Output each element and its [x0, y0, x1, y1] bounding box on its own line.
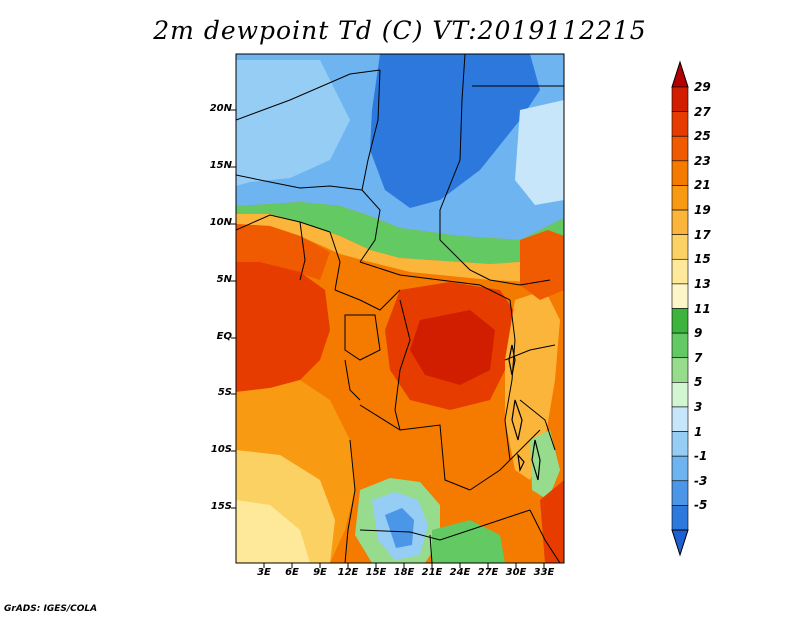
- colorbar-segment: [671, 505, 689, 531]
- y-label-eq: EQ: [216, 331, 232, 342]
- x-label-3e: 3E: [257, 567, 271, 578]
- y-label-10n: 10N: [209, 217, 232, 228]
- grads-credit: GrADS: IGES/COLA: [4, 604, 98, 614]
- colorbar-segment: [671, 308, 689, 334]
- colorbar-label: 13: [694, 276, 711, 291]
- colorbar-segment: [671, 234, 689, 260]
- colorbar-label: 17: [694, 227, 711, 242]
- y-label-5n: 5N: [216, 274, 232, 285]
- x-label-9e: 9E: [313, 567, 327, 578]
- y-ticks: [231, 109, 236, 509]
- field-south-deepblue: [385, 508, 414, 548]
- field-sahel-yellow: [236, 214, 564, 282]
- colorbar-label: 21: [694, 178, 711, 193]
- colorbar-label: 19: [694, 203, 711, 218]
- y-label-15s: 15S: [210, 501, 232, 512]
- y-label-15n: 15N: [209, 160, 232, 171]
- colorbar-label: 7: [694, 350, 703, 365]
- x-label-12e: 12E: [337, 567, 359, 578]
- colorbar-segment: [671, 382, 689, 408]
- colorbar-bottom-arrow: [671, 529, 689, 557]
- map-title: 2m dewpoint Td (C) VT:2019112215: [153, 16, 647, 45]
- field-se-green: [432, 520, 505, 563]
- colorbar-segment: [671, 86, 689, 112]
- colorbar-segment: [671, 160, 689, 186]
- x-label-6e: 6E: [285, 567, 299, 578]
- colorbar-label: 5: [694, 375, 703, 390]
- x-label-27e: 27E: [477, 567, 499, 578]
- colorbar-label: 9: [694, 326, 703, 341]
- colorbar-label: 11: [694, 301, 711, 316]
- field-west-coast: [236, 224, 330, 280]
- field-gulf: [236, 262, 330, 392]
- colorbar-segment: [671, 111, 689, 137]
- field-ne-highlands: [520, 230, 564, 300]
- colorbar-label: -1: [694, 449, 708, 464]
- y-label-10s: 10S: [210, 444, 232, 455]
- y-label-20n: 20N: [209, 103, 232, 114]
- lake-outlines: [508, 344, 541, 481]
- x-label-15e: 15E: [365, 567, 387, 578]
- colorbar-segment: [671, 332, 689, 359]
- colorbar-segment: [671, 185, 689, 211]
- field-sw-lightest: [236, 500, 310, 563]
- colorbar-label: 1: [694, 424, 703, 439]
- colorbar-segment: [671, 406, 689, 432]
- colorbar-segment: [671, 283, 689, 309]
- x-label-30e: 30E: [505, 567, 527, 578]
- colorbar-label: -3: [694, 473, 708, 488]
- field-light-blue-west: [236, 60, 350, 186]
- colorbar-segment: [671, 480, 689, 506]
- colorbar-segment: [671, 135, 689, 162]
- field-very-dry: [370, 54, 540, 208]
- field-ne-light: [515, 100, 564, 205]
- colorbar-segment: [671, 431, 689, 457]
- colorbar: [671, 60, 689, 557]
- colorbar-label: 27: [694, 104, 711, 119]
- colorbar-label: 25: [694, 129, 711, 144]
- colorbar-segment: [671, 455, 689, 482]
- field-sahel-green: [236, 202, 564, 264]
- colorbar-label: -5: [694, 498, 708, 513]
- colorbar-label: 23: [694, 153, 711, 168]
- colorbar-segment: [671, 209, 689, 235]
- colorbar-top-arrow: [671, 60, 689, 88]
- dewpoint-field: [236, 54, 564, 563]
- x-label-33e: 33E: [533, 567, 555, 578]
- map-frame: [235, 53, 565, 564]
- x-label-24e: 24E: [449, 567, 471, 578]
- x-label-18e: 18E: [393, 567, 415, 578]
- y-label-5s: 5S: [217, 387, 232, 398]
- colorbar-segment: [671, 357, 689, 383]
- country-borders: [236, 54, 564, 563]
- colorbar-label: 15: [694, 252, 711, 267]
- x-ticks: [263, 563, 545, 568]
- field-east-green: [530, 430, 560, 500]
- colorbar-segment: [671, 258, 689, 285]
- x-label-21e: 21E: [421, 567, 443, 578]
- colorbar-label: 29: [694, 80, 711, 94]
- colorbar-label: 3: [694, 399, 703, 414]
- field-congo-core: [410, 310, 495, 385]
